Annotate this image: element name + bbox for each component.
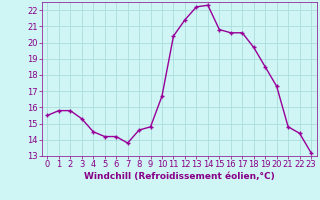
X-axis label: Windchill (Refroidissement éolien,°C): Windchill (Refroidissement éolien,°C): [84, 172, 275, 181]
